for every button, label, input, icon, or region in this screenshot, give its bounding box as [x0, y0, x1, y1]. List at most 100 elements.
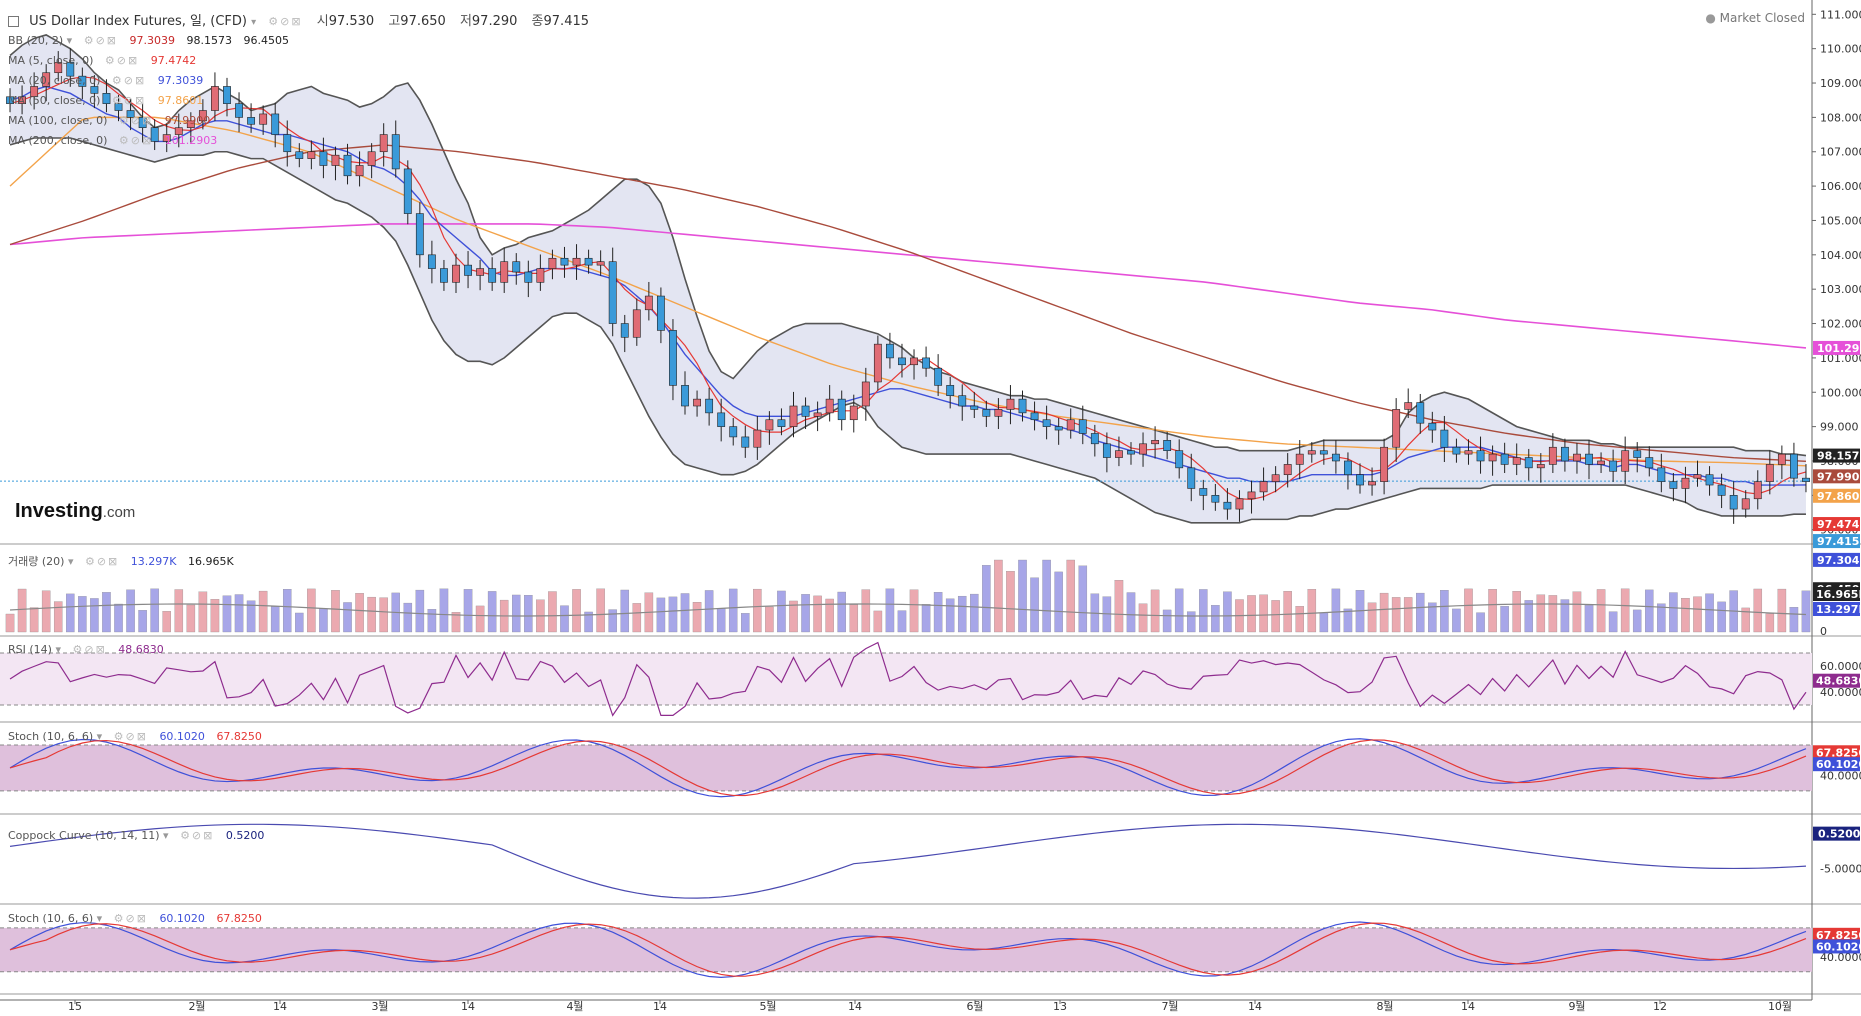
volume-bar — [1536, 594, 1546, 633]
legend-volume[interactable]: 거래량 (20) ▾ ⚙⊘⊠ 13.297K 16.965K — [8, 555, 234, 568]
volume-bar — [861, 589, 871, 633]
price-tag-text: 101.290 — [1817, 342, 1861, 355]
candle-body — [717, 412, 726, 427]
legend-rsi-v: 48.6830 — [118, 643, 164, 656]
collapse-icon[interactable] — [8, 16, 19, 27]
legend-rsi-settings-icon[interactable]: ⚙⊘⊠ — [72, 643, 107, 656]
stoch-tick-label: 40.0000 — [1820, 770, 1861, 783]
candle-body — [873, 343, 882, 383]
candle — [1018, 390, 1027, 422]
legend-coppock[interactable]: Coppock Curve (10, 14, 11) ▾ ⚙⊘⊠ 0.5200 — [8, 829, 265, 842]
candle-body — [1802, 477, 1810, 482]
candle-body — [295, 151, 304, 159]
legend-ma5-settings-icon[interactable]: ⚙⊘⊠ — [104, 54, 140, 67]
open-label: 시 — [316, 14, 329, 29]
candle-layer — [6, 48, 1810, 524]
legend-ma5[interactable]: MA (5, close, 0) ⚙⊘⊠ 97.4742 — [8, 54, 196, 67]
candle-body — [536, 268, 545, 283]
candle — [922, 346, 930, 377]
candle-body — [910, 357, 918, 366]
candle — [560, 246, 569, 278]
volume-bar — [1464, 588, 1473, 633]
legend-stoch2[interactable]: Stoch (10, 6, 6) ▾ ⚙⊘⊠ 60.1020 67.8250 — [8, 912, 262, 925]
legend-stoch1-settings-icon[interactable]: ⚙⊘⊠ — [113, 730, 148, 743]
volume-bar — [282, 589, 292, 633]
candle — [1416, 393, 1425, 434]
volume-tag: 13.297K — [1813, 602, 1861, 616]
legend-rsi[interactable]: RSI (14) ▾ ⚙⊘⊠ 48.6830 — [8, 643, 164, 656]
candle — [1175, 439, 1184, 479]
x-tick-label: 14 — [461, 1000, 475, 1012]
legend-ma50-settings-icon[interactable]: ⚙⊘⊠ — [111, 94, 147, 107]
x-tick-label: 14 — [848, 1000, 862, 1012]
stoch-d-line-2 — [9, 922, 1807, 977]
price-tag-box — [1813, 534, 1860, 549]
stoch-band-2 — [0, 927, 1812, 972]
candle — [536, 254, 545, 291]
candle-body — [1259, 481, 1268, 493]
volume-bar — [1789, 607, 1799, 633]
indicator-bands — [0, 34, 1812, 973]
rsi-tag-box — [1813, 673, 1860, 688]
x-tick-label: 14 — [653, 1000, 667, 1012]
settings-icon[interactable]: ⚙⊘⊠ — [268, 15, 303, 28]
stoch-tag: 67.8250 — [1813, 745, 1861, 760]
candle-body — [1681, 477, 1690, 489]
candle-body — [1693, 474, 1702, 479]
candle-body — [1344, 460, 1352, 476]
market-status: ● Market Closed — [1705, 11, 1805, 25]
legend-stoch2-settings-icon[interactable]: ⚙⊘⊠ — [113, 912, 148, 925]
candle-body — [1705, 474, 1714, 486]
candle — [66, 48, 75, 87]
candle — [1187, 453, 1196, 502]
legend-ma200-v: 101.2903 — [164, 134, 218, 147]
price-tick-label: 107.000 — [1820, 146, 1861, 159]
legend-volume-settings-icon[interactable]: ⚙⊘⊠ — [84, 555, 120, 568]
candle — [283, 120, 292, 167]
volume-bar — [1741, 607, 1750, 633]
candle — [1753, 470, 1762, 510]
volume-bar — [620, 589, 630, 633]
legend-ma50[interactable]: MA (50, close, 0) ⚙⊘⊠ 97.8601 — [8, 94, 203, 107]
stoch-tag: 60.1020 — [1813, 757, 1861, 772]
legend-ma200-settings-icon[interactable]: ⚙⊘⊠ — [118, 134, 154, 147]
volume-bar — [704, 590, 714, 633]
volume-bar — [379, 597, 388, 633]
legend-ma100[interactable]: MA (100, close, 0) ⚙⊘⊠ 97.9900 — [8, 114, 210, 127]
legend-ma20-settings-icon[interactable]: ⚙⊘⊠ — [111, 74, 147, 87]
candle — [391, 120, 400, 178]
candle-body — [1548, 446, 1557, 465]
legend-bb[interactable]: BB (20, 2) ▾ ⚙⊘⊠ 97.3039 98.1573 96.4505 — [8, 34, 289, 47]
candle — [138, 103, 147, 143]
candle-body — [1307, 450, 1316, 455]
high-label: 고 — [388, 14, 401, 29]
volume-bar — [78, 596, 87, 633]
legend-bb-settings-icon[interactable]: ⚙⊘⊠ — [83, 34, 118, 47]
volume-bar — [656, 597, 666, 633]
candle — [524, 260, 533, 298]
volume-bar — [1319, 612, 1329, 633]
chevron-down-icon[interactable]: ▾ — [251, 17, 257, 28]
volume-bar — [1211, 605, 1220, 633]
volume-bar — [584, 611, 593, 633]
candle — [765, 411, 774, 445]
candle-body — [66, 62, 75, 77]
candle-body — [982, 409, 991, 417]
candle-body — [174, 127, 183, 135]
candle-body — [1585, 453, 1593, 465]
candle-body — [705, 398, 714, 414]
candle — [1560, 438, 1569, 472]
legend-stoch2-name: Stoch (10, 6, 6) — [8, 912, 94, 925]
legend-coppock-settings-icon[interactable]: ⚙⊘⊠ — [180, 829, 215, 842]
coppock-tag-text: 0.5200 — [1818, 828, 1861, 841]
candle — [729, 418, 738, 446]
legend-ma200[interactable]: MA (200, close, 0) ⚙⊘⊠ 101.2903 — [8, 134, 217, 147]
x-tick-label: 7월 — [1161, 1000, 1178, 1012]
legend-stoch1[interactable]: Stoch (10, 6, 6) ▾ ⚙⊘⊠ 60.1020 67.8250 — [8, 730, 262, 743]
legend-bb-v3: 96.4505 — [243, 34, 290, 47]
candle-body — [837, 398, 846, 421]
candle-body — [415, 213, 424, 256]
rsi-tag-text: 48.6830 — [1816, 675, 1861, 688]
legend-ma100-settings-icon[interactable]: ⚙⊘⊠ — [118, 114, 154, 127]
legend-ma20[interactable]: MA (20, close, 0) ⚙⊘⊠ 97.3039 — [8, 74, 203, 87]
